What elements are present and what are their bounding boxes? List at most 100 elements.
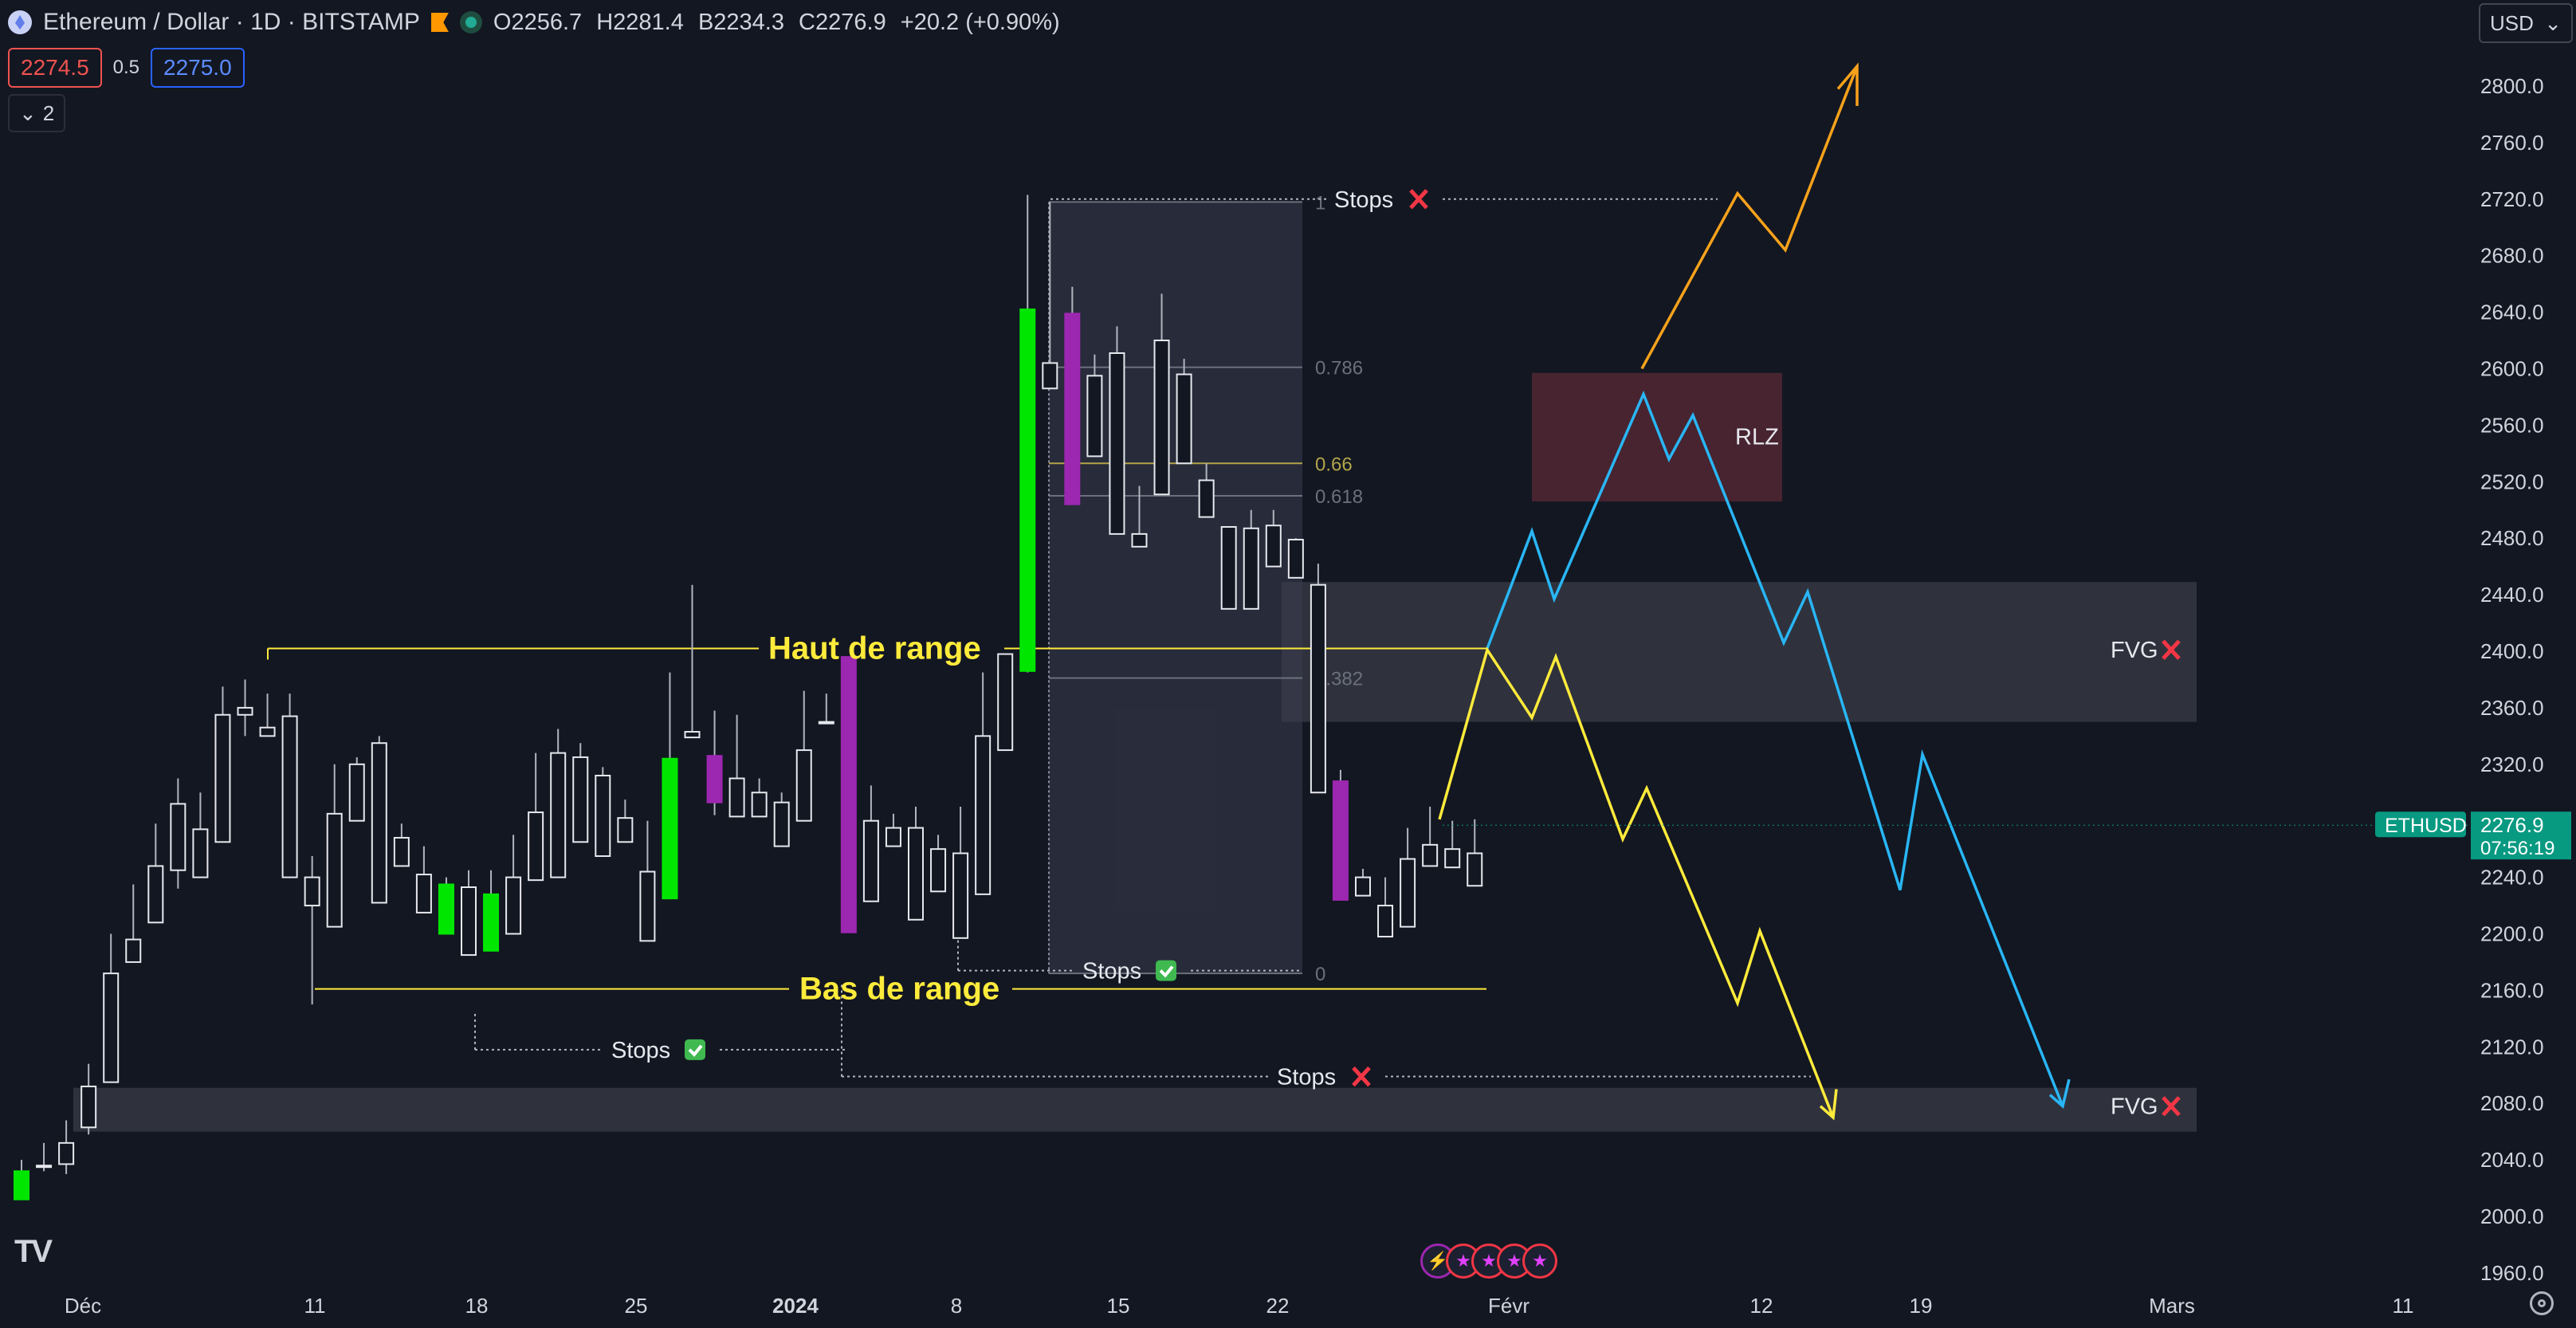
spread-value: 0.5 xyxy=(112,57,140,78)
price-tick: 2320.0 xyxy=(2480,752,2544,776)
cross-icon xyxy=(1352,1066,1371,1087)
candle xyxy=(1019,308,1036,672)
candle xyxy=(1220,526,1237,610)
candle xyxy=(662,757,678,900)
economic-events[interactable]: ⚡ ★ ★ ★ ★ xyxy=(1420,1244,1557,1279)
arrow-head-icon xyxy=(1836,62,1859,106)
price-change: +20.2 (+0.90%) xyxy=(900,9,1060,35)
candle xyxy=(639,870,656,942)
price-tick: 2080.0 xyxy=(2480,1091,2544,1115)
range-low-label: Bas de range xyxy=(799,972,999,1007)
fvg-zone-upper xyxy=(1282,582,2197,722)
indicators-toggle[interactable]: ⌄ 2 xyxy=(8,94,66,132)
price-tick: 2240.0 xyxy=(2480,866,2544,890)
arrow-head-icon xyxy=(2048,1079,2071,1109)
fvg-label: FVG xyxy=(2111,638,2158,663)
scenario-cyan-path xyxy=(1486,390,2064,1107)
fibonacci-box xyxy=(1049,202,1302,974)
market-open-icon xyxy=(459,11,482,33)
flag-icon[interactable] xyxy=(430,13,449,32)
price-tick: 2720.0 xyxy=(2480,187,2544,211)
price-tick: 2400.0 xyxy=(2480,639,2544,663)
cross-icon xyxy=(2162,1096,2181,1117)
candle xyxy=(1131,532,1148,548)
candle xyxy=(595,774,611,858)
cross-icon xyxy=(1409,189,1428,210)
price-tick: 2480.0 xyxy=(2480,526,2544,550)
candle xyxy=(1467,852,1483,887)
candle xyxy=(348,763,365,822)
fib-label: 0.786 xyxy=(1315,358,1363,379)
candle xyxy=(706,755,723,803)
symbol-title[interactable]: Ethereum / Dollar · 1D · BITSTAMP xyxy=(43,9,420,35)
price-tick: 2120.0 xyxy=(2480,1035,2544,1059)
chevron-down-icon: ⌄ xyxy=(2544,10,2562,35)
fvg-zone-lower xyxy=(73,1087,2197,1132)
range-high-label: Haut de range xyxy=(768,631,981,666)
stops-label: Stops xyxy=(1334,187,1393,213)
candle xyxy=(80,1085,97,1129)
candle xyxy=(1422,843,1439,867)
candle xyxy=(1042,362,1058,390)
time-tick: 18 xyxy=(465,1294,489,1318)
price-tick: 2040.0 xyxy=(2480,1148,2544,1172)
fvg-label: FVG xyxy=(2111,1094,2158,1120)
price-tick: 2680.0 xyxy=(2480,244,2544,268)
rlz-label: RLZ xyxy=(1735,425,1779,450)
candle xyxy=(147,865,164,924)
candle xyxy=(461,886,477,957)
candle xyxy=(393,836,410,867)
candle xyxy=(684,731,701,739)
price-tick: 2000.0 xyxy=(2480,1204,2544,1228)
currency-label: USD xyxy=(2490,10,2534,35)
settings-gear-icon[interactable] xyxy=(2530,1291,2554,1315)
candle xyxy=(751,792,768,818)
symbol-header[interactable]: Ethereum / Dollar · 1D · BITSTAMP O2256.… xyxy=(8,5,1060,40)
candle xyxy=(795,749,812,822)
time-tick: 19 xyxy=(1910,1294,1933,1318)
candle xyxy=(438,883,454,935)
candle xyxy=(572,756,589,843)
price-tick: 2360.0 xyxy=(2480,696,2544,720)
candle xyxy=(975,735,992,895)
rlz-zone xyxy=(1532,372,1782,502)
candle xyxy=(259,726,276,737)
cross-icon xyxy=(2162,639,2181,660)
candle xyxy=(1176,373,1192,465)
candle xyxy=(1064,312,1081,505)
ask-price[interactable]: 2275.0 xyxy=(151,48,245,88)
fib-label: 0.618 xyxy=(1315,486,1363,508)
us-flag-event-icon[interactable]: ★ xyxy=(1522,1244,1557,1279)
bid-price[interactable]: 2274.5 xyxy=(8,48,102,88)
price-tick: 2800.0 xyxy=(2480,74,2544,98)
check-icon xyxy=(1159,965,1174,978)
fib-label: 0 xyxy=(1315,964,1325,985)
candle xyxy=(1377,905,1394,938)
candle xyxy=(728,777,745,818)
candle xyxy=(1153,340,1170,496)
time-tick: 11 xyxy=(304,1294,326,1318)
candle xyxy=(528,811,544,882)
currency-select[interactable]: USD ⌄ xyxy=(2479,3,2573,43)
price-tick: 1960.0 xyxy=(2480,1261,2544,1285)
time-tick: 12 xyxy=(1750,1294,1773,1318)
time-tick: 22 xyxy=(1266,1294,1290,1318)
candle xyxy=(908,827,924,921)
price-tick: 2560.0 xyxy=(2480,413,2544,437)
check-icon xyxy=(685,1039,705,1060)
tradingview-logo-icon[interactable]: TV xyxy=(14,1234,53,1269)
candle xyxy=(885,827,901,847)
candle xyxy=(304,876,320,907)
arrow-head-icon xyxy=(1819,1089,1838,1121)
candle xyxy=(818,721,834,725)
candle xyxy=(617,817,634,843)
bid-ask-bar: 2274.5 0.5 2275.0 xyxy=(8,48,245,88)
price-tick: 2160.0 xyxy=(2480,978,2544,1002)
candle xyxy=(192,828,209,878)
candle xyxy=(415,874,432,913)
candle xyxy=(14,1170,29,1200)
price-tick: 2760.0 xyxy=(2480,131,2544,155)
candle xyxy=(1287,538,1304,579)
candle xyxy=(505,876,522,935)
